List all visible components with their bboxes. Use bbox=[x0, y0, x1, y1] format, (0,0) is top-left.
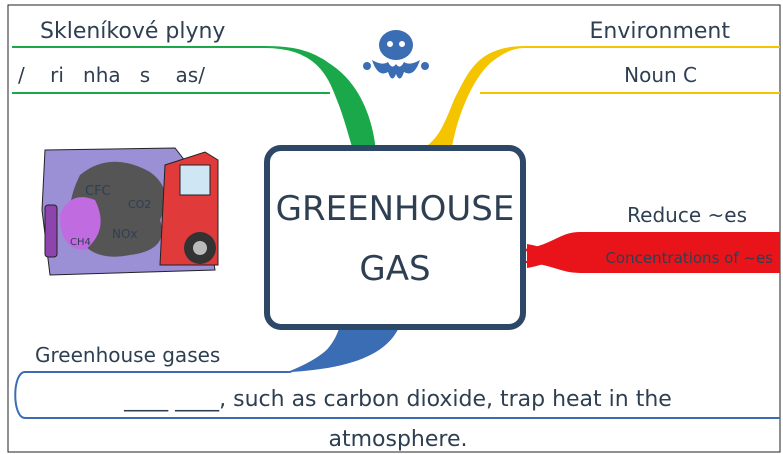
branch-subtitle: / ri nha s as/ bbox=[18, 63, 205, 87]
branch-title: Greenhouse gases bbox=[35, 343, 220, 367]
mind-map: GREENHOUSE GAS CFC CO2 NOx CH4 Skleníkov… bbox=[0, 0, 783, 454]
branch-subtitle: Noun C bbox=[624, 63, 697, 87]
sentence: atmosphere. bbox=[329, 427, 468, 452]
branch-title: Environment bbox=[590, 19, 731, 44]
sentence: ____ ____, such as carbon dioxide, trap … bbox=[123, 387, 672, 412]
octopus-icon bbox=[363, 30, 429, 79]
branch-subtitle: Concentrations of ~es bbox=[605, 249, 773, 267]
center-text: GAS bbox=[359, 249, 430, 289]
branch-title: Skleníkové plyny bbox=[40, 19, 225, 44]
center-box bbox=[267, 148, 523, 327]
yellow-branch bbox=[420, 47, 780, 152]
pollution-illustration: CFC CO2 NOx CH4 bbox=[42, 148, 218, 275]
image-label: NOx bbox=[112, 227, 138, 241]
image-label: CO2 bbox=[128, 198, 151, 211]
center-text: GREENHOUSE bbox=[276, 189, 515, 229]
branch-title: Reduce ~es bbox=[627, 203, 747, 227]
image-label: CH4 bbox=[70, 237, 91, 248]
image-label: CFC bbox=[85, 184, 111, 199]
